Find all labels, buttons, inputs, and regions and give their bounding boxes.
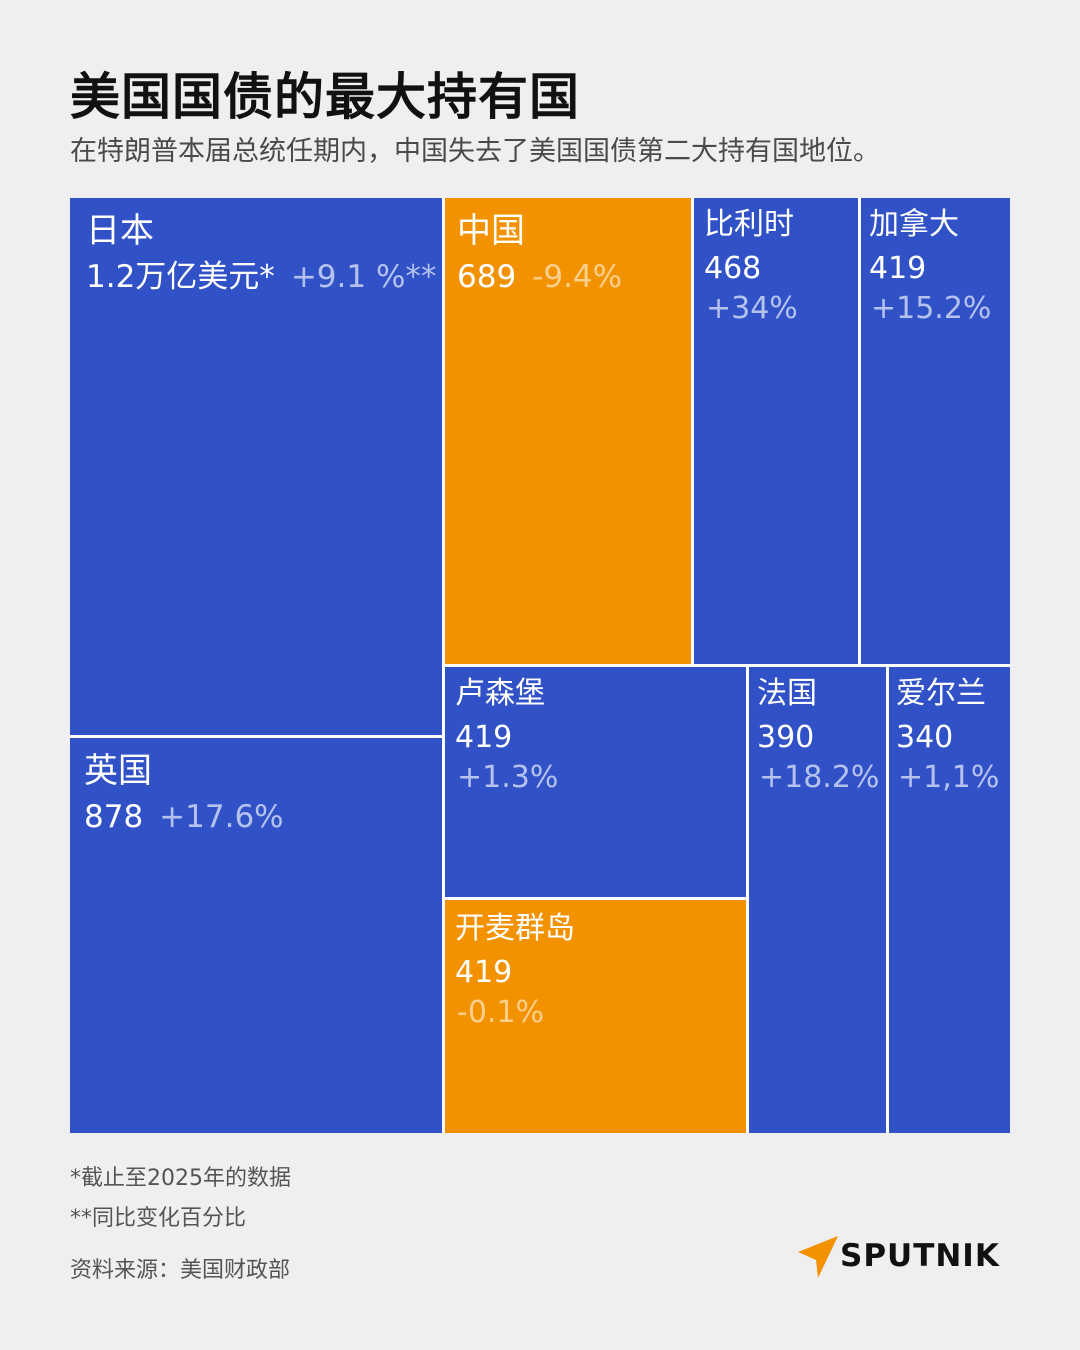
tile-change-label: +1,1%: [898, 760, 1000, 795]
logo-text: SPUTNIK: [840, 1238, 1000, 1274]
sputnik-logo: SPUTNIK: [796, 1234, 1010, 1280]
treemap-chart: 日本 1.2万亿美元* +9.1 %** 中国 689 -9.4% 比利时 468 +34% 加拿…: [70, 198, 1010, 1133]
chart-subtitle: 在特朗普本届总统任期内，中国失去了美国国债第二大持有国地位。: [70, 136, 880, 167]
tile-country-name: 英国: [84, 751, 152, 791]
tile-change-label: +9.1 %**: [290, 259, 437, 295]
tile-country-name: 法国: [757, 676, 817, 711]
tile-change-label: -0.1%: [457, 995, 545, 1030]
tile-value-label: 419: [869, 251, 927, 286]
tile-country-name: 卢森堡: [455, 676, 545, 711]
treemap-tile: 日本 1.2万亿美元* +9.1 %**: [70, 198, 442, 735]
tile-country-name: 比利时: [704, 207, 794, 242]
footnote-date: *截止至2025年的数据: [70, 1166, 291, 1191]
tile-value-label: 419: [455, 720, 513, 755]
sputnik-arrow-icon: [798, 1236, 838, 1278]
treemap-tile: 比利时 468 +34%: [694, 198, 858, 664]
chart-title: 美国国债的最大持有国: [70, 68, 580, 126]
footnote-change: **同比变化百分比: [70, 1206, 247, 1231]
tile-change-label: +34%: [706, 291, 798, 326]
treemap-tile: 开麦群岛 419 -0.1%: [445, 900, 746, 1133]
tile-change-label: +17.6%: [159, 799, 284, 835]
treemap-tile: 加拿大 419 +15.2%: [861, 198, 1010, 664]
treemap-tile: 中国 689 -9.4%: [445, 198, 691, 664]
tile-value-label: 689: [457, 259, 517, 295]
tile-value-label: 419: [455, 955, 513, 990]
tile-country-name: 中国: [457, 211, 525, 251]
tile-change-label: +18.2%: [759, 760, 880, 795]
tile-change-label: -9.4%: [532, 259, 623, 295]
tile-change-label: +1.3%: [457, 760, 559, 795]
treemap-tile: 卢森堡 419 +1.3%: [445, 667, 746, 897]
treemap-tile: 法国 390 +18.2%: [749, 667, 886, 1133]
tile-change-label: +15.2%: [871, 291, 992, 326]
tile-value-label: 390: [757, 720, 815, 755]
tile-value-label: 340: [896, 720, 954, 755]
tile-value-label: 878: [84, 799, 144, 835]
treemap-tile: 英国 878 +17.6%: [70, 738, 442, 1133]
tile-country-name: 日本: [86, 211, 154, 251]
tile-country-name: 爱尔兰: [896, 676, 986, 711]
tile-value-label: 1.2万亿美元*: [86, 259, 275, 295]
treemap-tile: 爱尔兰 340 +1,1%: [889, 667, 1010, 1133]
source-note: 资料来源：美国财政部: [70, 1258, 291, 1283]
tile-country-name: 加拿大: [869, 207, 959, 242]
tile-value-label: 468: [704, 251, 762, 286]
tile-country-name: 开麦群岛: [455, 911, 575, 946]
